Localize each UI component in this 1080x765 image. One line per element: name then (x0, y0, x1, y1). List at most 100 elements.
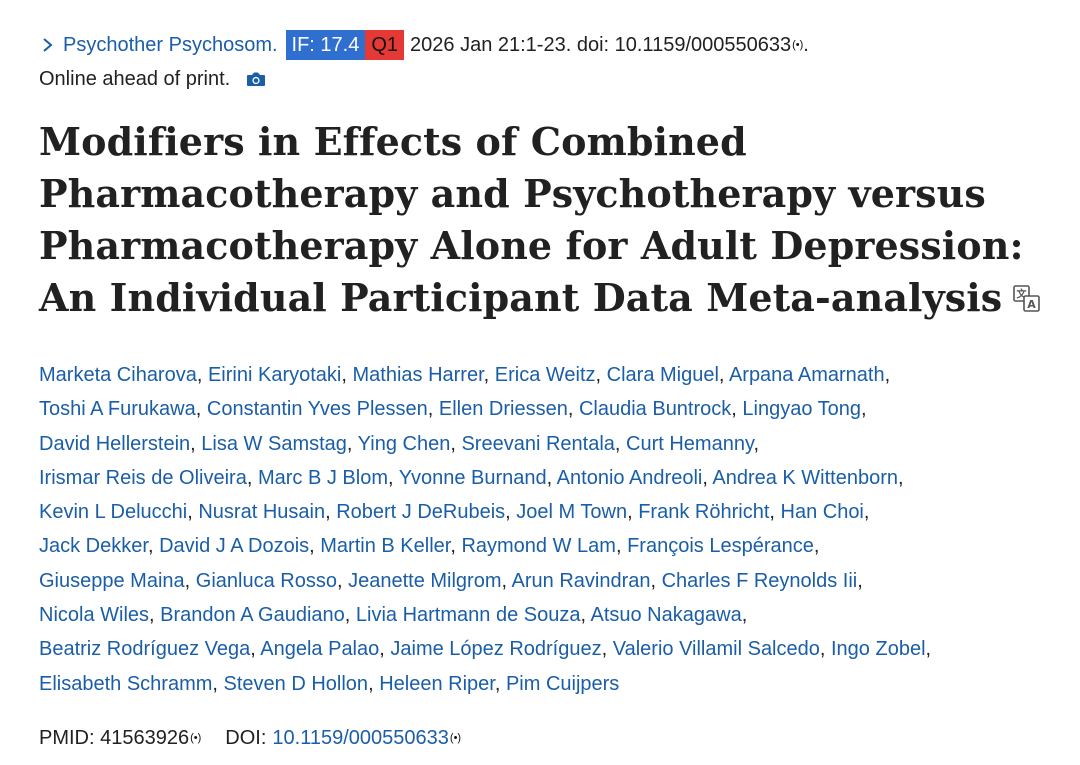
author-separator: , (702, 466, 713, 489)
author-link[interactable]: Livia Hartmann de Souza (355, 604, 581, 627)
author-link[interactable]: Joel M Town (516, 501, 628, 524)
author-link[interactable]: Valerio Villamil Salcedo (612, 638, 820, 661)
author-link[interactable]: Clara Miguel (606, 364, 719, 386)
author-separator: , (741, 604, 748, 627)
impact-factor-badge: IF: 17.4 (285, 30, 366, 60)
pmid-signal-icon: (•) (190, 731, 202, 744)
identifiers: PMID: 41563926 (•) DOI: 10.1159/000550633… (39, 723, 1059, 753)
author-separator: , (450, 432, 462, 455)
author-separator: , (813, 535, 820, 558)
citation-date-pages: 2026 Jan 21:1-23. doi: 10.1159/000550633 (410, 34, 792, 56)
doi-signal-icon: (•) (449, 731, 462, 744)
author-separator: , (819, 638, 831, 661)
author-link[interactable]: Irismar Reis de Oliveira (39, 466, 247, 489)
author-link[interactable]: Mathias Harrer (352, 364, 484, 386)
journal-link[interactable]: Psychother Psychosom. (39, 28, 278, 62)
author-separator: , (505, 501, 517, 524)
author-separator: , (501, 569, 512, 592)
author-link[interactable]: Elisabeth Schramm (39, 672, 213, 695)
chevron-right-icon (43, 38, 53, 52)
author-separator: , (861, 398, 867, 421)
author-link[interactable]: Lisa W Samstag (201, 432, 347, 455)
author-link[interactable]: Yvonne Burnand (398, 466, 547, 489)
camera-icon[interactable] (246, 71, 266, 87)
author-separator: , (483, 364, 495, 386)
author-link[interactable]: David Hellerstein (39, 432, 191, 455)
author-link[interactable]: François Lespérance (627, 535, 814, 558)
author-separator: , (718, 364, 729, 386)
author-link[interactable]: Marketa Ciharova (39, 364, 197, 386)
author-separator: , (884, 364, 891, 386)
author-link[interactable]: Marc B J Blom (257, 466, 388, 489)
author-link[interactable]: Ingo Zobel (831, 638, 926, 661)
author-link[interactable]: Raymond W Lam (461, 535, 616, 558)
author-link[interactable]: Toshi A Furukawa (39, 398, 196, 421)
author-link[interactable]: Jack Dekker (39, 535, 148, 558)
author-link[interactable]: David J A Dozois (159, 535, 310, 558)
author-separator: , (346, 432, 358, 455)
author-link[interactable]: Pim Cuijpers (505, 672, 620, 695)
author-link[interactable]: Brandon A Gaudiano (160, 604, 345, 627)
author-separator: , (379, 638, 391, 661)
author-link[interactable]: Lingyao Tong (742, 398, 862, 421)
author-separator: , (325, 501, 337, 524)
article-title: Modifiers in Effects of Combined Pharmac… (39, 116, 1059, 324)
author-link[interactable]: Atsuo Nakagawa (590, 604, 742, 627)
author-link[interactable]: Eirini Karyotaki (207, 364, 342, 386)
author-separator: , (450, 535, 462, 558)
author-link[interactable]: Curt Hemanny (626, 432, 754, 455)
author-link[interactable]: Beatriz Rodríguez Vega (39, 638, 251, 661)
author-separator: , (341, 364, 353, 386)
author-separator: , (925, 638, 932, 661)
author-separator: , (567, 398, 579, 421)
author-separator: , (494, 672, 506, 695)
author-link[interactable]: Gianluca Rosso (195, 569, 337, 592)
author-link[interactable]: Charles F Reynolds Iii (661, 569, 858, 592)
author-link[interactable]: Nicola Wiles (39, 604, 150, 627)
author-separator: , (857, 569, 863, 592)
author-separator: , (190, 432, 202, 455)
author-link[interactable]: Ellen Driessen (438, 398, 568, 421)
author-separator: , (614, 432, 627, 455)
author-separator: , (863, 501, 870, 524)
author-link[interactable]: Jaime López Rodríguez (390, 638, 602, 661)
doi-link[interactable]: 10.1159/000550633 (272, 726, 449, 749)
author-separator: , (196, 364, 208, 386)
author-link[interactable]: Nusrat Husain (198, 501, 326, 524)
author-link[interactable]: Sreevani Rentala (461, 432, 615, 455)
author-link[interactable]: Arpana Amarnath (728, 364, 885, 386)
author-separator: , (753, 432, 760, 455)
author-link[interactable]: Martin B Keller (320, 535, 451, 558)
author-link[interactable]: Antonio Andreoli (556, 466, 703, 489)
author-link[interactable]: Erica Weitz (494, 364, 596, 386)
author-link[interactable]: Angela Palao (260, 638, 380, 661)
author-link[interactable]: Ying Chen (357, 432, 451, 455)
author-separator: , (898, 466, 904, 489)
author-separator: , (546, 466, 557, 489)
author-link[interactable]: Heleen Riper (379, 672, 495, 695)
author-link[interactable]: Frank Röhricht (638, 501, 770, 524)
author-separator: , (344, 604, 356, 627)
author-separator: , (309, 535, 321, 558)
author-link[interactable]: Claudia Buntrock (578, 398, 732, 421)
author-separator: , (595, 364, 607, 386)
author-separator: , (627, 501, 639, 524)
author-link[interactable]: Steven D Hollon (223, 672, 369, 695)
author-link[interactable]: Andrea K Wittenborn (712, 466, 899, 489)
author-separator: , (147, 535, 160, 558)
translate-icon[interactable]: 文 A (1012, 284, 1042, 314)
author-link[interactable]: Giuseppe Maina (39, 569, 185, 592)
author-link[interactable]: Han Choi (780, 501, 864, 524)
author-separator: , (250, 638, 261, 661)
author-separator: , (615, 535, 628, 558)
author-link[interactable]: Robert J DeRubeis (336, 501, 506, 524)
author-link[interactable]: Kevin L Delucchi (39, 501, 188, 524)
citation: Psychother Psychosom. IF: 17.4 Q1 2026 Ja… (39, 28, 1059, 96)
author-link[interactable]: Constantin Yves Plessen (206, 398, 428, 421)
author-separator: , (246, 466, 258, 489)
author-separator: , (769, 501, 781, 524)
author-link[interactable]: Arun Ravindran (511, 569, 651, 592)
author-separator: , (195, 398, 207, 421)
citation-period: . (803, 34, 809, 56)
author-link[interactable]: Jeanette Milgrom (348, 569, 502, 592)
